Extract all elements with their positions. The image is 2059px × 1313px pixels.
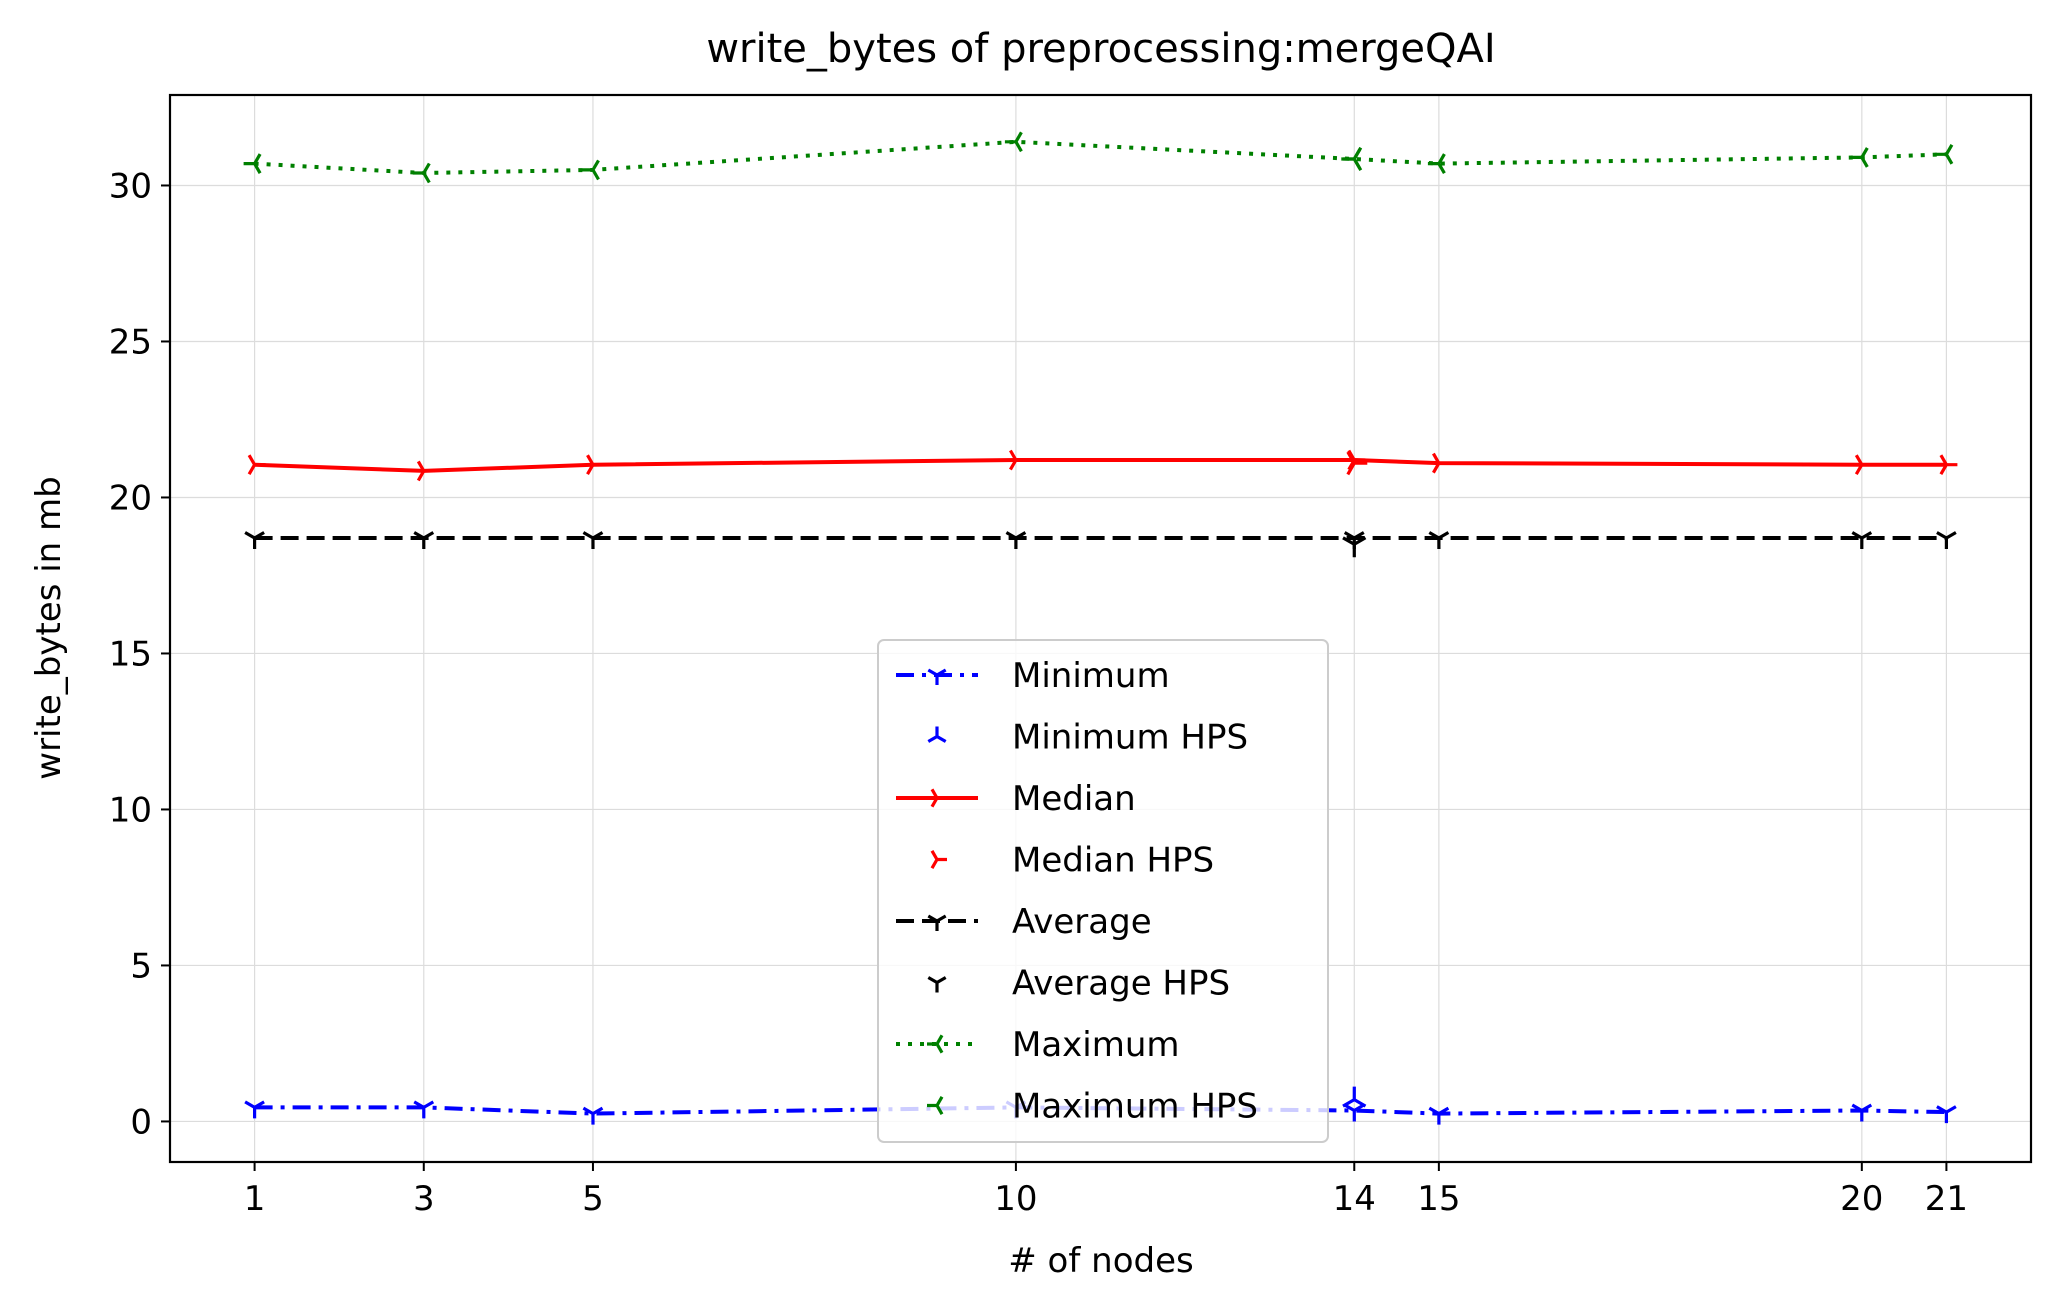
x-tick-label: 20 [1840, 1179, 1883, 1219]
data-point [1005, 531, 1027, 550]
data-point [1935, 143, 1954, 165]
legend-marker [927, 914, 947, 931]
series-median-hps [1346, 451, 1368, 476]
legend-entry: Maximum HPS [927, 1087, 1258, 1127]
legend-marker [927, 1096, 944, 1115]
legend-marker [927, 976, 947, 993]
data-point [1936, 531, 1957, 550]
data-point [1009, 449, 1027, 471]
x-tick-label: 5 [582, 1179, 604, 1219]
legend-label: Minimum [1012, 656, 1170, 696]
data-point [413, 1100, 435, 1119]
y-tick-label: 0 [130, 1102, 152, 1142]
legend-entry: Median HPS [930, 841, 1214, 881]
legend-label: Median HPS [1012, 841, 1214, 881]
hps-point [1342, 1086, 1367, 1108]
legend: Minimum Minimum HPS Median Median HPS Averag… [877, 639, 1329, 1143]
legend-entry: Median [896, 779, 1136, 819]
data-point [1850, 147, 1869, 168]
series-maximum [243, 131, 1954, 184]
y-tick-label: 10 [109, 790, 152, 830]
data-point [244, 531, 265, 550]
legend-label: Average HPS [1012, 964, 1230, 1004]
legend-entry: Average [896, 902, 1152, 942]
data-point [1939, 454, 1958, 476]
legend-marker [927, 726, 947, 743]
series-line [254, 458, 1947, 473]
legend-entry: Minimum HPS [927, 718, 1248, 758]
y-tick-label: 20 [109, 478, 152, 518]
series-line [254, 139, 1947, 176]
series-average [244, 531, 1957, 550]
x-tick-label: 1 [244, 1179, 266, 1219]
series-minimum-hps [1342, 1086, 1367, 1108]
data-point [244, 1100, 265, 1119]
data-point [413, 531, 435, 550]
x-tick-label: 21 [1925, 1179, 1968, 1219]
data-point [586, 454, 605, 475]
data-point [581, 159, 600, 181]
legend-marker [930, 850, 947, 869]
data-point [1004, 131, 1023, 153]
data-point [1936, 1105, 1957, 1124]
data-point [1428, 1106, 1450, 1125]
y-tick-label: 5 [130, 946, 152, 986]
legend-entry: Average HPS [927, 964, 1230, 1004]
x-tick-label: 15 [1417, 1179, 1460, 1219]
y-axis-label: write_bytes in mb [29, 476, 69, 779]
plot-frame [168, 93, 2033, 1164]
legend-label: Minimum HPS [1012, 718, 1248, 758]
x-axis-label: # of nodes [1008, 1241, 1193, 1281]
series-line [254, 1105, 1947, 1116]
data-point [247, 454, 266, 476]
x-tick-label: 14 [1333, 1179, 1376, 1219]
series-median [247, 449, 1958, 482]
y-tick-label: 25 [109, 322, 152, 362]
legend-marker [930, 788, 947, 808]
y-tick-label: 15 [109, 634, 152, 674]
legend-box [877, 639, 1329, 1143]
y-tick-label: 30 [109, 166, 152, 206]
x-axis-ticks: 1 3 5 10 14 15 20 21 [244, 1162, 1968, 1219]
legend-label: Median [1012, 779, 1136, 819]
data-point [1427, 153, 1446, 175]
data-point [1432, 452, 1450, 474]
data-point [582, 531, 604, 550]
data-point [1851, 531, 1873, 550]
hps-point [1346, 451, 1368, 476]
data-point [1854, 454, 1873, 476]
legend-entry: Maximum [896, 1025, 1180, 1065]
data-point [412, 162, 431, 184]
series-maximum-hps [1341, 146, 1363, 172]
data-point [582, 1106, 604, 1125]
data-point [1851, 1103, 1873, 1122]
data-point [416, 460, 435, 482]
data-point [243, 153, 262, 174]
legend-label: Maximum [1012, 1025, 1180, 1065]
data-point [1428, 531, 1450, 550]
y-axis-ticks: 0 5 10 15 20 25 30 [109, 166, 170, 1142]
series-layer [243, 131, 1958, 1125]
chart-title: write_bytes of preprocessing:mergeQAI [706, 26, 1495, 72]
legend-marker [927, 1034, 944, 1054]
legend-label: Maximum HPS [1012, 1087, 1258, 1127]
legend-label: Average [1012, 902, 1152, 942]
hps-point [1341, 146, 1363, 172]
hps-point [1342, 536, 1367, 558]
x-tick-label: 10 [994, 1179, 1037, 1219]
legend-entry: Minimum [896, 656, 1170, 696]
series-average-hps [1342, 536, 1367, 558]
legend-marker [927, 668, 947, 685]
x-tick-label: 3 [413, 1179, 435, 1219]
